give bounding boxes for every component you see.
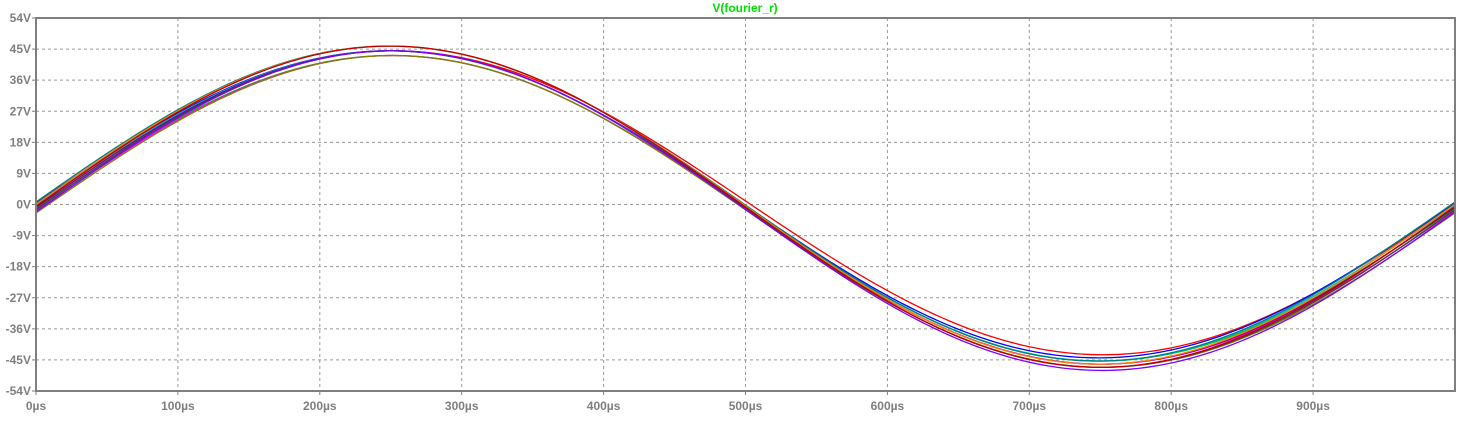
y-tick-label: 9V xyxy=(16,166,31,180)
y-tick-label: -54V xyxy=(6,384,31,398)
x-tick-label: 100µs xyxy=(161,399,195,413)
series-trace xyxy=(35,50,1456,372)
y-tick-label: 27V xyxy=(10,104,31,118)
x-tick-label: 700µs xyxy=(1012,399,1046,413)
traces xyxy=(35,45,1456,372)
y-tick-label: 18V xyxy=(10,135,31,149)
y-tick-label: 36V xyxy=(10,73,31,87)
x-tick-label: 600µs xyxy=(871,399,905,413)
y-tick-label: -9V xyxy=(12,229,31,243)
x-tick-label: 800µs xyxy=(1154,399,1188,413)
y-tick-label: 54V xyxy=(10,11,31,25)
x-tick-label: 500µs xyxy=(729,399,763,413)
y-axis: 54V 45V 36V 27V 18V 9V 0V -9V -18V -27V -36V -45V -5… xyxy=(6,11,36,398)
x-axis: 0µs 100µs 200µs 300µs 400µs 500µs 600µs 700µs 80… xyxy=(26,391,1330,413)
x-tick-label: 900µs xyxy=(1296,399,1330,413)
y-tick-label: -36V xyxy=(6,322,31,336)
y-tick-label: 45V xyxy=(10,42,31,56)
y-tick-label: -18V xyxy=(6,260,31,274)
chart-title: V(fourier_r) xyxy=(712,1,777,15)
series-trace xyxy=(35,45,1456,368)
x-tick-label: 300µs xyxy=(445,399,479,413)
y-tick-label: 0V xyxy=(16,198,31,212)
y-tick-label: -45V xyxy=(6,353,31,367)
x-tick-label: 0µs xyxy=(26,399,47,413)
x-tick-label: 200µs xyxy=(303,399,337,413)
y-tick-label: -27V xyxy=(6,291,31,305)
x-tick-label: 400µs xyxy=(587,399,621,413)
